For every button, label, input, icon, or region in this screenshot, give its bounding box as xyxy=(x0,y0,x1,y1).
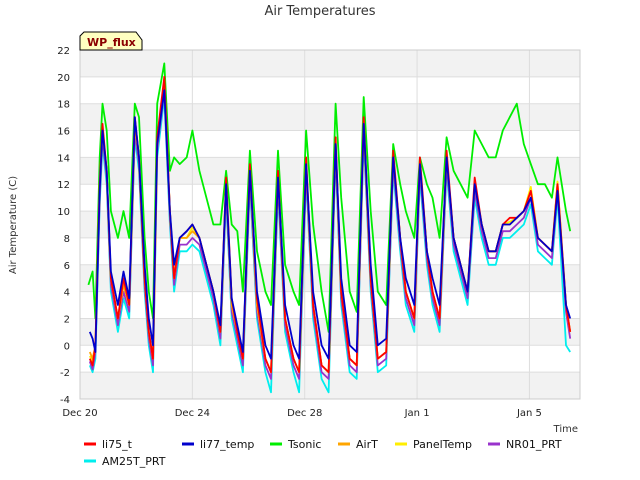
station-badge: WP_flux xyxy=(79,31,143,51)
x-axis-title: Time xyxy=(553,424,578,435)
x-tick-label: Jan 5 xyxy=(516,408,542,419)
y-tick-label: 8 xyxy=(64,234,70,245)
x-tick-label: Jan 1 xyxy=(404,408,430,419)
series-lines xyxy=(87,62,572,394)
y-tick-label: -4 xyxy=(60,395,70,406)
y-tick-label: 10 xyxy=(57,207,70,218)
y-tick-label: 14 xyxy=(57,153,70,164)
y-tick-label: 16 xyxy=(57,127,70,138)
legend-label: AirT xyxy=(356,438,378,451)
legend-label: AM25T_PRT xyxy=(102,455,166,468)
y-tick-label: 20 xyxy=(57,73,70,84)
y-tick-labels: -4 -2 0 2 4 6 8 10 12 14 16 18 20 22 xyxy=(57,46,70,406)
series-line-li77-temp xyxy=(88,89,572,360)
legend-label: li75_t xyxy=(102,438,133,451)
series-line-tsonic xyxy=(87,62,572,333)
y-tick-label: 2 xyxy=(64,314,70,325)
y-tick-label: 12 xyxy=(57,180,70,191)
station-badge-shape xyxy=(79,31,143,51)
y-tick-label: 4 xyxy=(64,288,70,299)
legend-label: Tsonic xyxy=(287,438,321,451)
x-tick-label: Dec 24 xyxy=(175,408,210,419)
y-tick-label: 18 xyxy=(57,100,70,111)
station-badge-label: WP_flux xyxy=(87,36,136,49)
x-tick-label: Dec 20 xyxy=(62,408,97,419)
x-tick-labels: Dec 20 Dec 24 Dec 28 Jan 1 Jan 5 xyxy=(62,408,542,419)
legend: li75_t li77_temp Tsonic AirT PanelTemp NR01_P… xyxy=(84,438,562,468)
plot-band xyxy=(80,50,580,77)
legend-label: PanelTemp xyxy=(413,438,472,451)
plot-frame xyxy=(79,49,581,400)
y-tick-label: -2 xyxy=(60,368,70,379)
plot-band xyxy=(80,211,580,238)
x-tick-label: Dec 28 xyxy=(287,408,322,419)
plot-band xyxy=(80,372,580,399)
y-axis-title: Air Temperature (C) xyxy=(8,176,19,274)
chart-title: Air Temperatures xyxy=(264,4,375,19)
legend-label: li77_temp xyxy=(200,438,254,451)
y-tick-label: 22 xyxy=(57,46,70,57)
y-tick-label: 0 xyxy=(64,341,70,352)
plot-band xyxy=(80,157,580,185)
y-tick-label: 6 xyxy=(64,261,70,272)
legend-label: NR01_PRT xyxy=(506,438,562,451)
